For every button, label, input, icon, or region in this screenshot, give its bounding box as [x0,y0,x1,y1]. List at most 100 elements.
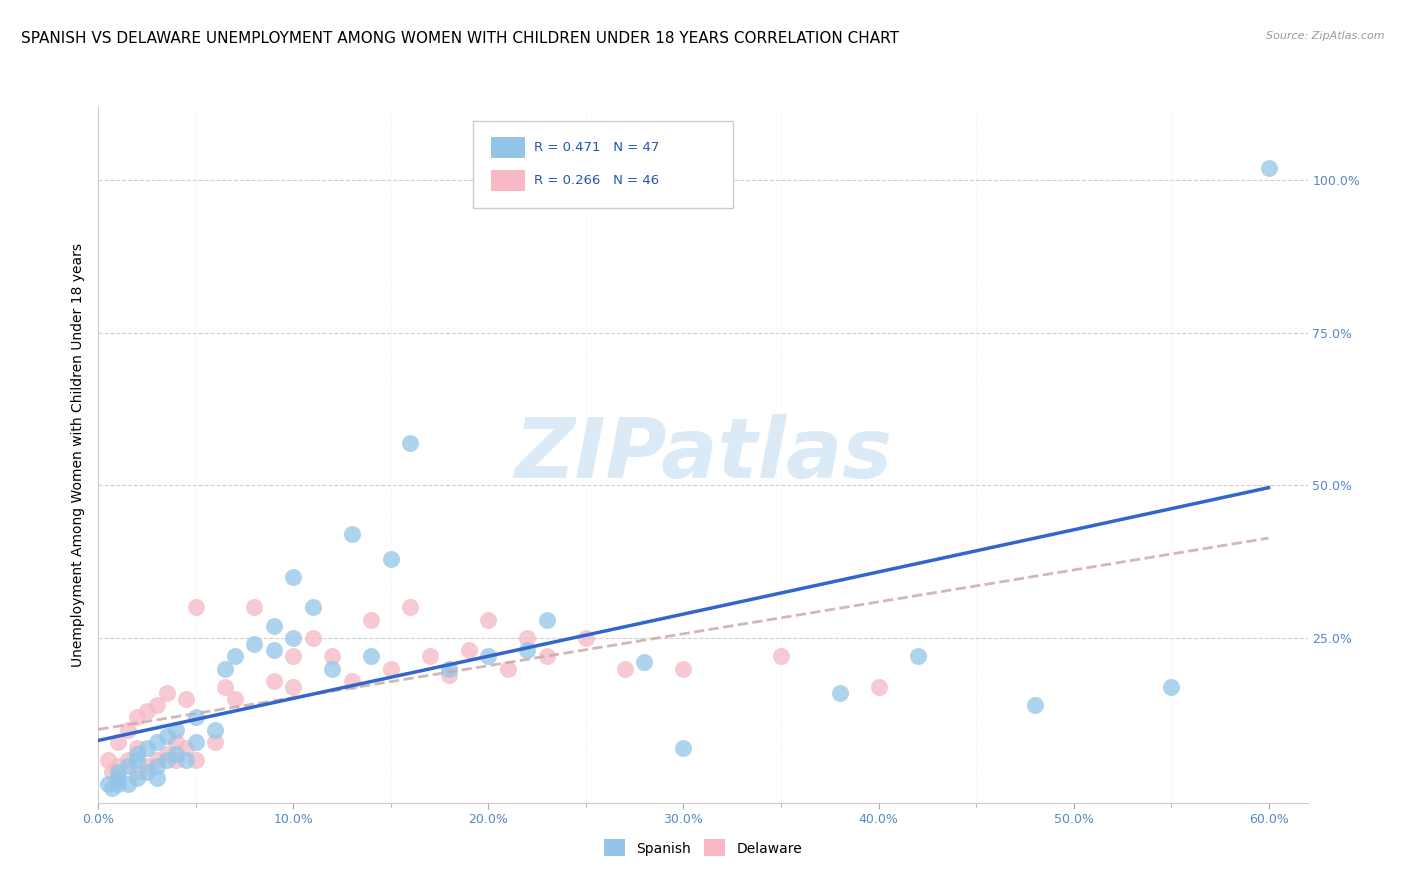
Point [204,735,226,749]
Point [263,619,285,633]
Point [136,759,159,773]
Point [263,643,285,657]
Point [907,649,929,664]
Point [633,656,655,670]
Point [399,435,422,450]
Point [458,643,481,657]
Point [136,740,159,755]
Point [136,765,159,780]
Text: Source: ZipAtlas.com: Source: ZipAtlas.com [1267,31,1385,41]
Point [136,704,159,718]
Point [283,631,305,645]
Y-axis label: Unemployment Among Women with Children Under 18 years: Unemployment Among Women with Children U… [72,243,86,667]
Point [101,765,124,780]
Point [127,765,149,780]
Point [101,780,124,795]
Point [439,661,461,675]
Point [127,747,149,761]
Point [263,673,285,688]
Point [536,649,558,664]
Point [156,753,179,767]
Point [477,649,499,664]
Text: SPANISH VS DELAWARE UNEMPLOYMENT AMONG WOMEN WITH CHILDREN UNDER 18 YEARS CORREL: SPANISH VS DELAWARE UNEMPLOYMENT AMONG W… [21,31,898,46]
Text: R = 0.266   N = 46: R = 0.266 N = 46 [534,174,659,186]
Point [165,747,187,761]
Point [97,777,120,791]
Point [769,649,792,664]
FancyBboxPatch shape [492,169,526,191]
Point [127,740,149,755]
Point [117,723,139,737]
Point [321,661,343,675]
Point [107,765,129,780]
Point [672,661,695,675]
Point [97,753,120,767]
Point [302,631,325,645]
Point [146,772,169,786]
Point [419,649,441,664]
Point [107,772,129,786]
Point [340,527,363,541]
Point [243,600,266,615]
Point [380,551,402,566]
Point [283,570,305,584]
Point [536,613,558,627]
Point [117,753,139,767]
FancyBboxPatch shape [474,121,734,208]
Point [146,753,169,767]
Point [117,777,139,791]
Point [117,759,139,773]
Point [174,753,197,767]
Point [165,723,187,737]
Point [575,631,598,645]
Point [184,735,207,749]
Point [156,729,179,743]
Point [204,723,226,737]
Point [399,600,422,615]
Point [214,661,236,675]
Point [302,600,325,615]
Point [283,649,305,664]
FancyBboxPatch shape [492,137,526,158]
Text: ZIPatlas: ZIPatlas [515,415,891,495]
Text: R = 0.471   N = 47: R = 0.471 N = 47 [534,141,659,154]
Point [184,753,207,767]
Point [107,759,129,773]
Point [146,759,169,773]
Point [380,661,402,675]
Point [1024,698,1046,713]
Point [224,692,246,706]
Point [439,667,461,681]
Point [477,613,499,627]
Point [146,735,169,749]
Point [496,661,519,675]
Point [828,686,851,700]
Point [146,698,169,713]
Point [214,680,236,694]
Point [868,680,890,694]
Point [127,753,149,767]
Point [516,631,538,645]
Point [107,735,129,749]
Point [516,643,538,657]
Point [174,692,197,706]
Point [1160,680,1182,694]
Point [156,747,179,761]
Point [672,740,695,755]
Legend: Spanish, Delaware: Spanish, Delaware [599,834,807,862]
Point [243,637,266,651]
Point [614,661,637,675]
Point [184,600,207,615]
Point [340,673,363,688]
Point [127,710,149,724]
Point [360,649,382,664]
Point [360,613,382,627]
Point [156,686,179,700]
Point [165,735,187,749]
Point [184,710,207,724]
Point [174,740,197,755]
Point [224,649,246,664]
Point [321,649,343,664]
Point [283,680,305,694]
Point [1257,161,1279,175]
